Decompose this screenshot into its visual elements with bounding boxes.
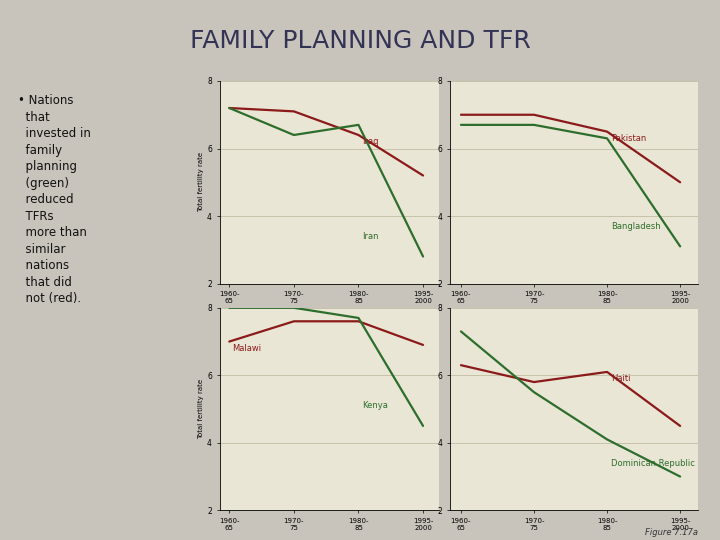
Text: Bangladesh: Bangladesh (611, 221, 660, 231)
Text: Figure 7.17a: Figure 7.17a (645, 528, 698, 537)
Text: Pakistan: Pakistan (611, 134, 646, 143)
Text: Malawi: Malawi (233, 344, 261, 353)
Y-axis label: Total fertility rate: Total fertility rate (198, 379, 204, 439)
Y-axis label: Total fertility rate: Total fertility rate (198, 152, 204, 212)
Text: • Nations
  that
  invested in
  family
  planning
  (green)
  reduced
  TFRs
  : • Nations that invested in family planni… (18, 94, 91, 305)
Text: Dominican Republic: Dominican Republic (611, 458, 695, 468)
Text: Iran: Iran (361, 232, 378, 241)
Text: FAMILY PLANNING AND TFR: FAMILY PLANNING AND TFR (189, 29, 531, 52)
Text: Iraq: Iraq (361, 137, 378, 146)
Text: Haiti: Haiti (611, 374, 630, 383)
Text: Kenya: Kenya (361, 401, 387, 410)
